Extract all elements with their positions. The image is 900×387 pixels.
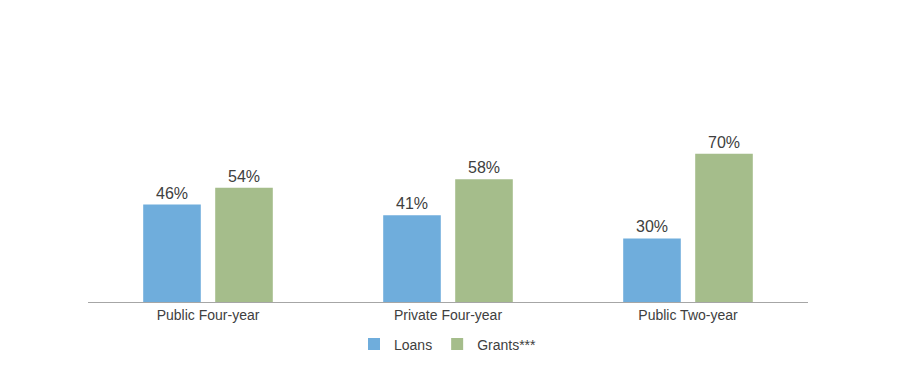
svg-text:58%: 58% [468, 159, 500, 176]
svg-text:Loans: Loans [394, 337, 432, 353]
svg-text:70%: 70% [708, 134, 740, 151]
svg-text:30%: 30% [636, 218, 668, 235]
svg-text:41%: 41% [396, 195, 428, 212]
svg-text:Public Four-year: Public Four-year [157, 307, 260, 323]
svg-text:46%: 46% [156, 185, 188, 202]
svg-text:Private Four-year: Private Four-year [394, 307, 502, 323]
svg-text:Public Two-year: Public Two-year [638, 307, 738, 323]
svg-text:54%: 54% [228, 168, 260, 185]
svg-text:Grants***: Grants*** [477, 337, 536, 353]
